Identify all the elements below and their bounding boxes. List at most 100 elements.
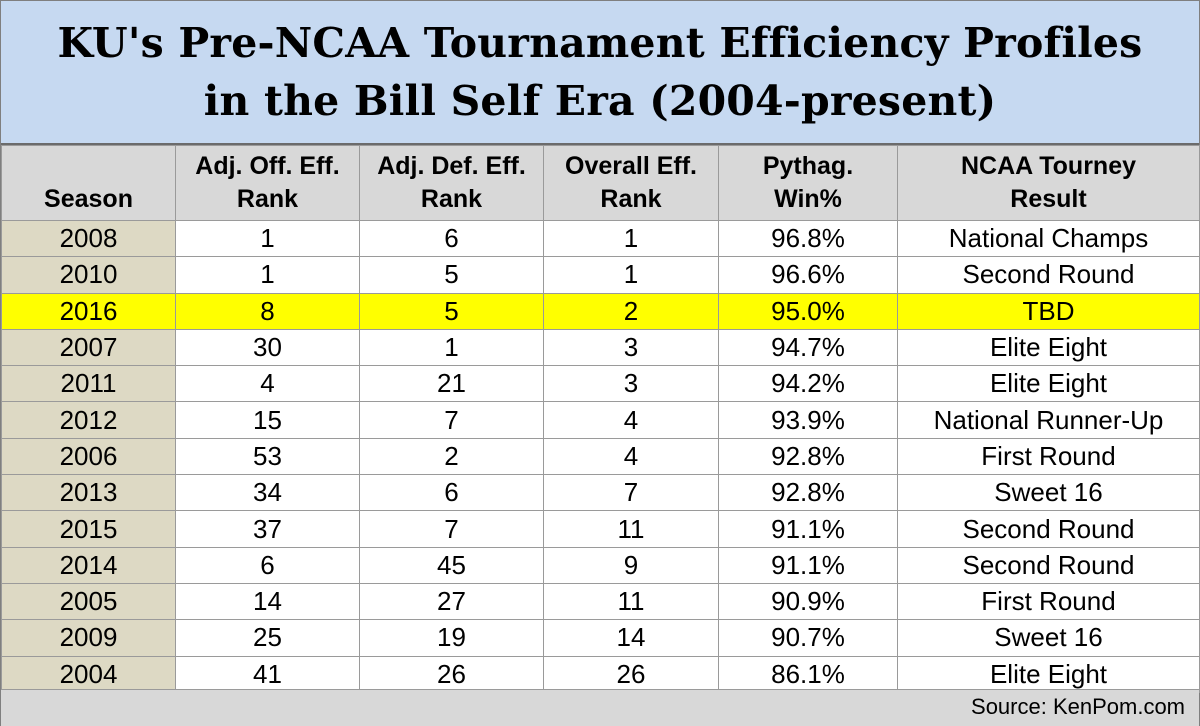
ncaa-result-cell: Second Round [897,510,1200,548]
overall-eff-rank-cell: 1 [543,256,719,294]
header-season-label: Season [44,185,133,213]
header-season: Season [1,145,176,221]
table-row: 2011 4 21 3 94.2% Elite Eight [1,365,1200,403]
table-row: 2009 25 19 14 90.7% Sweet 16 [1,619,1200,657]
pythag-win-pct-cell: 90.9% [718,582,898,621]
adj-off-eff-rank-cell: 53 [175,437,360,476]
adj-def-eff-rank-cell: 21 [359,365,544,403]
adj-off-eff-rank-cell: 41 [175,655,360,693]
adj-def-eff-rank-cell: 2 [359,437,544,476]
header-line-2: Rank [236,185,299,213]
adj-def-eff-rank-cell: 1 [359,328,544,367]
season-cell: 2010 [1,256,176,294]
header-line-1: Adj. Off. Eff. [195,152,340,180]
ncaa-result-cell: First Round [897,582,1200,621]
table-body: 2008 1 6 1 96.8% National Champs 2010 1 5 1 96.6% S… [1,219,1200,693]
ncaa-result-cell: TBD [897,292,1200,330]
header-line-2: Rank [600,185,662,213]
header-line-1: Pythag. [762,152,854,180]
title-line-1: KU's Pre-NCAA Tournament Efficiency Prof… [57,19,1143,67]
adj-def-eff-rank-cell: 26 [359,655,544,693]
pythag-win-pct-cell: 92.8% [718,437,898,476]
title-line-2: in the Bill Self Era (2004-present) [203,77,997,125]
overall-eff-rank-cell: 9 [543,546,719,584]
adj-off-eff-rank-cell: 34 [175,474,360,512]
overall-eff-rank-cell: 3 [543,328,719,367]
adj-off-eff-rank-cell: 6 [175,546,360,584]
table-row: 2014 6 45 9 91.1% Second Round [1,546,1200,584]
pythag-win-pct-cell: 96.6% [718,256,898,294]
table-title: KU's Pre-NCAA Tournament Efficiency Prof… [1,1,1199,145]
table-row: 2005 14 27 11 90.9% First Round [1,582,1200,621]
ncaa-result-cell: Elite Eight [897,328,1200,367]
overall-eff-rank-cell: 11 [543,582,719,621]
season-cell: 2007 [1,328,176,367]
source-note: Source: KenPom.com [971,694,1185,719]
header-overall-eff-rank: Overall Eff. Rank [543,145,719,221]
pythag-win-pct-cell: 91.1% [718,510,898,548]
season-cell: 2011 [1,365,176,403]
adj-def-eff-rank-cell: 19 [359,619,544,657]
header-line-1: Adj. Def. Eff. [377,152,526,180]
season-cell: 2008 [1,219,176,258]
ncaa-result-cell: Elite Eight [897,655,1200,693]
header-line-1: NCAA Tourney [961,152,1136,180]
adj-off-eff-rank-cell: 25 [175,619,360,657]
pythag-win-pct-cell: 94.2% [718,365,898,403]
header-line-2: Rank [420,185,483,213]
ncaa-result-cell: Second Round [897,256,1200,294]
overall-eff-rank-cell: 11 [543,510,719,548]
season-cell: 2005 [1,582,176,621]
adj-def-eff-rank-cell: 5 [359,292,544,330]
overall-eff-rank-cell: 26 [543,655,719,693]
source-bar: Source: KenPom.com [1,689,1199,726]
adj-off-eff-rank-cell: 8 [175,292,360,330]
ncaa-result-cell: Sweet 16 [897,474,1200,512]
overall-eff-rank-cell: 3 [543,365,719,403]
pythag-win-pct-cell: 86.1% [718,655,898,693]
season-cell: 2013 [1,474,176,512]
header-pythag-win-pct: Pythag. Win% [718,145,898,221]
ncaa-result-cell: Elite Eight [897,365,1200,403]
adj-off-eff-rank-cell: 15 [175,401,360,439]
adj-def-eff-rank-cell: 5 [359,256,544,294]
overall-eff-rank-cell: 7 [543,474,719,512]
adj-def-eff-rank-cell: 7 [359,401,544,439]
adj-def-eff-rank-cell: 6 [359,474,544,512]
ncaa-result-cell: Sweet 16 [897,619,1200,657]
pythag-win-pct-cell: 95.0% [718,292,898,330]
adj-off-eff-rank-cell: 4 [175,365,360,403]
adj-def-eff-rank-cell: 27 [359,582,544,621]
pythag-win-pct-cell: 96.8% [718,219,898,258]
season-cell: 2004 [1,655,176,693]
adj-off-eff-rank-cell: 1 [175,219,360,258]
season-cell: 2012 [1,401,176,439]
overall-eff-rank-cell: 4 [543,401,719,439]
header-row: Season Adj. Off. Eff. Rank Adj. Def. Eff… [1,145,1200,221]
season-cell: 2009 [1,619,176,657]
pythag-win-pct-cell: 91.1% [718,546,898,584]
table-row: 2010 1 5 1 96.6% Second Round [1,256,1200,294]
ncaa-result-cell: Second Round [897,546,1200,584]
table-row: 2012 15 7 4 93.9% National Runner-Up [1,401,1200,439]
adj-off-eff-rank-cell: 1 [175,256,360,294]
overall-eff-rank-cell: 14 [543,619,719,657]
header-ncaa-tourney-result: NCAA Tourney Result [897,145,1200,221]
season-cell: 2015 [1,510,176,548]
efficiency-table: Season Adj. Off. Eff. Rank Adj. Def. Eff… [1,145,1200,693]
table-row: 2006 53 2 4 92.8% First Round [1,437,1200,476]
header-line-2: Win% [774,185,842,213]
adj-def-eff-rank-cell: 7 [359,510,544,548]
table-row: 2013 34 6 7 92.8% Sweet 16 [1,474,1200,512]
ncaa-result-cell: First Round [897,437,1200,476]
season-cell: 2014 [1,546,176,584]
header-line-1: Overall Eff. [565,152,697,180]
adj-off-eff-rank-cell: 30 [175,328,360,367]
table-row: 2007 30 1 3 94.7% Elite Eight [1,328,1200,367]
pythag-win-pct-cell: 94.7% [718,328,898,367]
pythag-win-pct-cell: 92.8% [718,474,898,512]
overall-eff-rank-cell: 1 [543,219,719,258]
table-row: 2016 8 5 2 95.0% TBD [1,292,1200,330]
adj-def-eff-rank-cell: 45 [359,546,544,584]
